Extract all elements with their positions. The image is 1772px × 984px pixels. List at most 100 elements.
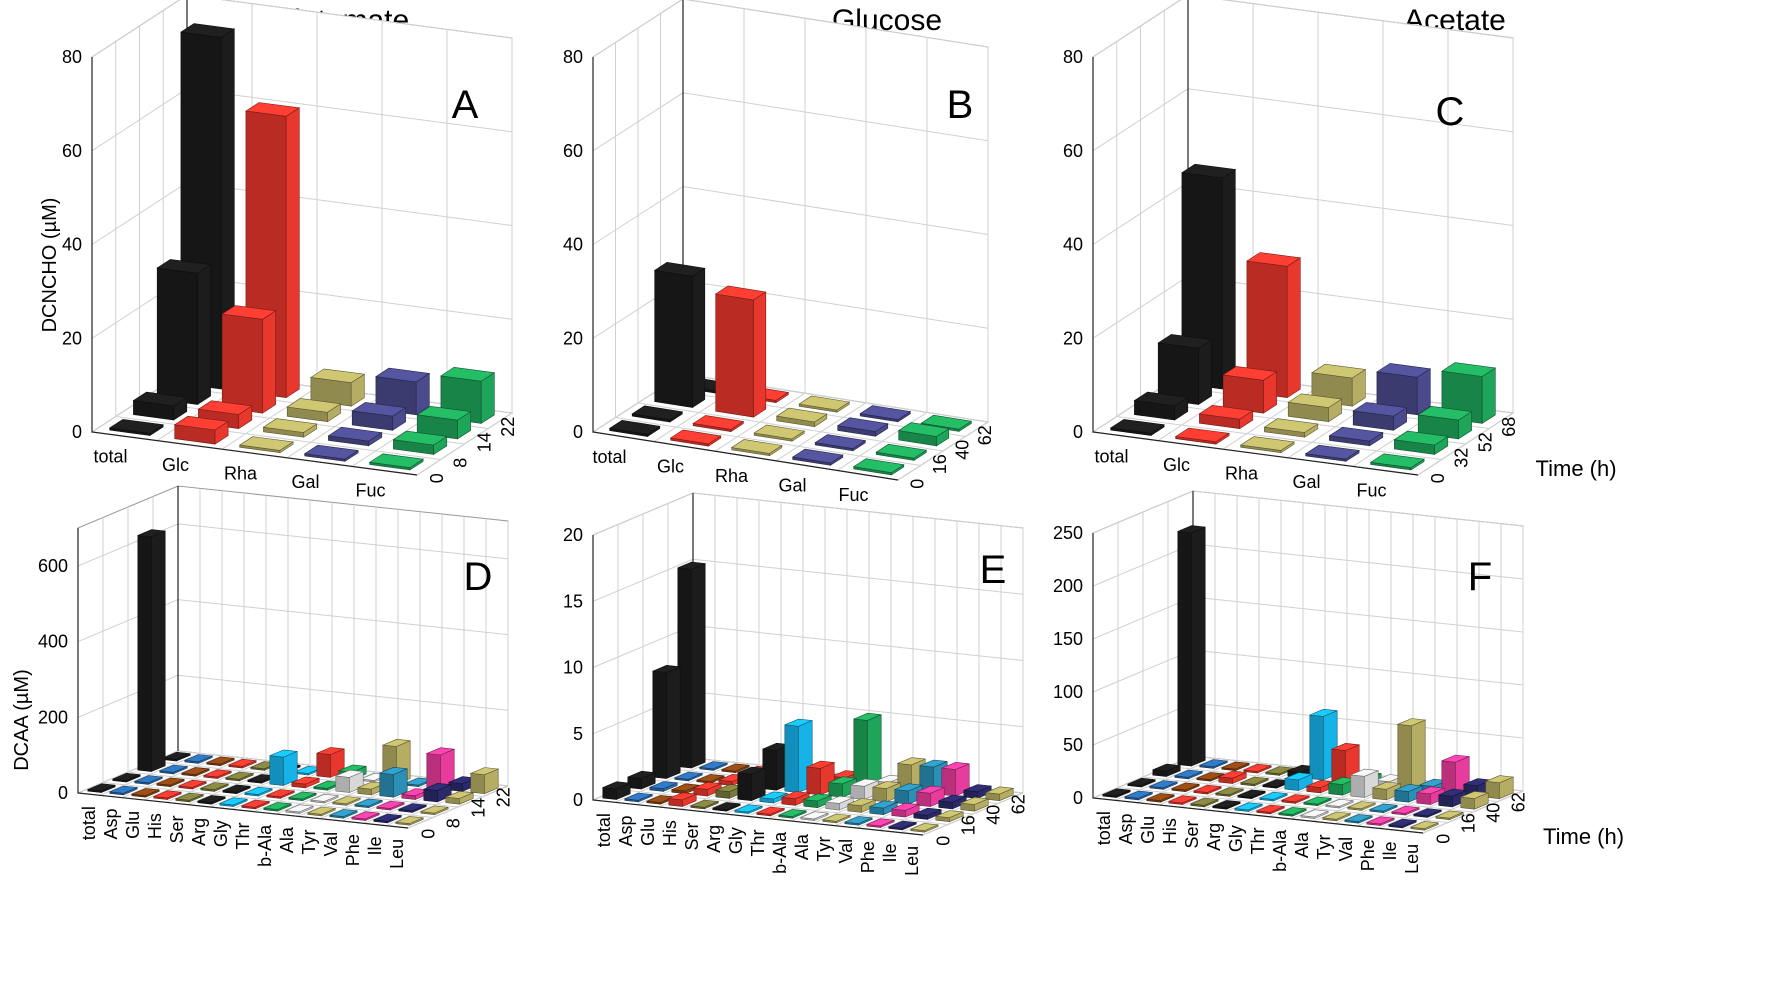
time-tick-label: 14 <box>469 798 489 818</box>
panel-letter: E <box>980 548 1007 592</box>
bar <box>737 766 766 802</box>
bars <box>87 529 500 826</box>
bar <box>1263 418 1319 438</box>
bar <box>1352 402 1408 431</box>
bar <box>1410 821 1439 831</box>
time-tick-label: 16 <box>959 815 979 835</box>
bar <box>1152 763 1181 777</box>
category-label: Gly <box>211 820 231 847</box>
bar <box>1133 391 1189 421</box>
category-label: Gly <box>726 827 746 854</box>
bar <box>1284 772 1313 791</box>
category-label: His <box>1160 818 1180 844</box>
bar <box>1350 768 1379 798</box>
bar <box>602 781 631 800</box>
bar <box>329 809 358 819</box>
bar <box>1127 777 1156 788</box>
bar <box>1304 444 1360 462</box>
panel-e: 0 5 10 15 20 total Asp Glu His Ser Arg Gly Thr b-Ala A… <box>563 492 1029 876</box>
bar <box>938 794 967 810</box>
bar <box>173 415 229 445</box>
y-tick-label: 200 <box>1053 576 1083 596</box>
category-label: Leu <box>1402 844 1422 874</box>
bars <box>608 261 973 476</box>
bars <box>602 561 1015 833</box>
panel-letter: A <box>452 83 479 127</box>
bar <box>1214 787 1245 797</box>
bar <box>1193 784 1222 795</box>
bar <box>240 799 271 810</box>
y-tick-label: 40 <box>1063 235 1083 255</box>
bar <box>1321 811 1352 822</box>
time-tick-label: 40 <box>952 440 972 460</box>
category-label: Gal <box>1292 472 1320 492</box>
bar <box>1246 252 1302 399</box>
bar <box>653 261 706 409</box>
bar <box>420 805 449 816</box>
time-tick-label: 0 <box>1434 834 1454 844</box>
y-tick-label: 200 <box>38 707 68 727</box>
bar <box>392 430 448 455</box>
category-label: total <box>592 447 626 467</box>
time-axis-label: Time (h) <box>1536 456 1617 481</box>
bar <box>87 783 116 793</box>
bar <box>306 806 337 817</box>
category-label: Thr <box>233 822 253 849</box>
bar <box>1393 430 1449 455</box>
bar <box>798 395 851 413</box>
bar <box>712 802 741 812</box>
category-label: total <box>1094 811 1114 845</box>
bar <box>1376 363 1432 416</box>
bar <box>1396 718 1427 790</box>
bar <box>263 802 292 812</box>
bar <box>335 769 364 793</box>
y-tick-label: 20 <box>1063 328 1083 348</box>
bar <box>669 429 722 447</box>
bar <box>197 795 226 805</box>
bar <box>941 761 970 797</box>
bar <box>354 798 383 809</box>
bar <box>1148 780 1179 790</box>
y-tick-label: 15 <box>563 591 583 611</box>
bar <box>1237 789 1266 800</box>
bar <box>1328 426 1384 447</box>
bar <box>162 751 191 762</box>
bar <box>1146 793 1175 803</box>
bar <box>734 804 763 814</box>
bar <box>1168 795 1197 805</box>
bar <box>910 823 939 833</box>
time-tick-label: 68 <box>1499 417 1519 437</box>
bar <box>853 712 882 788</box>
bar <box>291 776 320 789</box>
bar <box>469 767 500 795</box>
bar <box>327 426 383 447</box>
time-tick-label: 0 <box>427 473 447 483</box>
bar <box>1300 809 1329 819</box>
bar <box>959 796 990 812</box>
bar <box>1366 816 1395 826</box>
bar <box>153 790 182 800</box>
category-label: Ser <box>167 815 187 843</box>
bar <box>627 770 656 790</box>
time-tick-label: 0 <box>934 836 954 846</box>
bar <box>1259 791 1288 802</box>
bar <box>397 803 428 813</box>
bar <box>844 816 873 826</box>
category-label: Ile <box>880 844 900 863</box>
bar <box>1344 814 1373 824</box>
bar <box>351 811 380 821</box>
category-label: Glc <box>1163 455 1190 475</box>
category-label: Glc <box>657 456 684 476</box>
bar <box>288 791 317 802</box>
bar <box>244 786 273 797</box>
bar <box>238 436 294 454</box>
bar <box>1123 790 1154 801</box>
bar <box>108 785 139 796</box>
time-tick-label: 16 <box>1459 813 1479 833</box>
bar <box>791 448 844 466</box>
bar <box>1181 163 1237 390</box>
bar <box>1391 805 1420 816</box>
category-label: Rha <box>715 466 749 486</box>
bar <box>203 769 232 779</box>
category-label: Ile <box>365 837 385 856</box>
